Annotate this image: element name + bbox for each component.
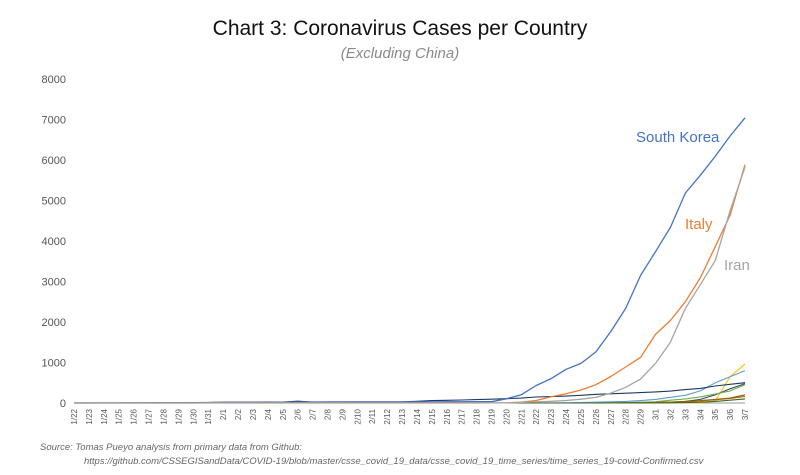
x-tick-label: 2/27 [607,408,616,424]
x-tick-label: 1/29 [174,408,183,424]
x-tick-label: 2/1 [219,408,228,420]
y-tick-label: 8000 [42,74,66,86]
x-tick-label: 3/7 [741,408,750,420]
series-line [74,363,746,404]
x-tick-label: 2/5 [279,408,288,420]
x-tick-label: 2/22 [532,408,541,424]
x-tick-label: 3/5 [711,408,720,420]
x-tick-label: 2/7 [309,408,318,420]
x-tick-label: 1/30 [189,408,198,424]
chart-title: Chart 3: Coronavirus Cases per Country [212,17,588,40]
x-tick-label: 2/10 [353,408,362,424]
x-tick-label: 2/21 [517,408,526,424]
x-tick-label: 1/25 [115,408,124,424]
x-axis: 1/22 1/23 1/24 1/25 1/26 1/27 1/28 1/29 1/30 1/31… [70,402,750,425]
x-tick-label: 2/4 [264,408,273,420]
y-tick-label: 7000 [42,115,66,127]
x-tick-label: 2/8 [323,408,332,420]
x-tick-label: 1/23 [85,408,94,424]
x-tick-label: 2/2 [234,408,243,420]
series-labels: South Korea Italy Iran [636,129,750,274]
source-line-1: Source: Tomas Pueyo analysis from primar… [40,442,303,453]
x-tick-label: 2/13 [398,408,407,424]
x-tick-label: 2/18 [473,408,482,424]
x-tick-label: 2/25 [577,408,586,424]
x-tick-label: 2/20 [502,408,511,424]
series-line-iran [74,166,746,404]
y-tick-label: 1000 [42,358,66,370]
x-tick-label: 1/22 [70,408,79,424]
x-tick-label: 3/6 [726,408,735,420]
x-tick-label: 1/24 [100,408,109,424]
y-tick-label: 6000 [42,155,66,167]
y-tick-label: 2000 [42,317,66,329]
y-tick-label: 3000 [42,277,66,289]
x-tick-label: 2/23 [547,408,556,424]
series-line-italy [74,164,746,404]
y-tick-label: 5000 [42,196,66,208]
series-lines [74,117,746,404]
x-tick-label: 2/28 [622,408,631,424]
source-url: https://github.com/CSSEGISandData/COVID-… [84,456,704,467]
x-tick-label: 2/15 [428,408,437,424]
x-tick-label: 3/3 [681,408,690,420]
series-label-south-korea: South Korea [636,129,720,146]
x-tick-label: 2/26 [592,408,601,424]
source-note: Source: Tomas Pueyo analysis from primar… [40,441,703,469]
x-tick-label: 2/16 [443,408,452,424]
x-tick-label: 1/27 [145,408,154,424]
x-tick-label: 3/1 [652,408,661,420]
x-tick-label: 2/19 [488,408,497,424]
x-tick-label: 1/28 [159,408,168,424]
x-tick-label: 2/3 [249,408,258,420]
x-tick-label: 3/4 [696,408,705,420]
x-tick-label: 2/6 [294,408,303,420]
x-tick-label: 3/2 [666,408,675,420]
x-tick-label: 2/24 [562,408,571,424]
x-tick-label: 1/31 [204,408,213,424]
x-tick-label: 2/29 [637,408,646,424]
x-tick-label: 2/9 [338,408,347,420]
x-tick-label: 2/12 [383,408,392,424]
x-tick-label: 1/26 [130,408,139,424]
series-line-south-korea [74,117,746,404]
x-tick-label: 2/11 [368,408,377,424]
chart-subtitle: (Excluding China) [340,45,460,62]
y-tick-label: 4000 [42,236,66,248]
y-tick-label: 0 [60,398,66,410]
series-label-iran: Iran [724,257,750,274]
x-tick-label: 2/14 [413,408,422,424]
x-tick-label: 2/17 [458,408,467,424]
series-label-italy: Italy [685,216,713,233]
y-axis: 0 1000 2000 3000 4000 5000 6000 7000 8000 [42,74,66,410]
